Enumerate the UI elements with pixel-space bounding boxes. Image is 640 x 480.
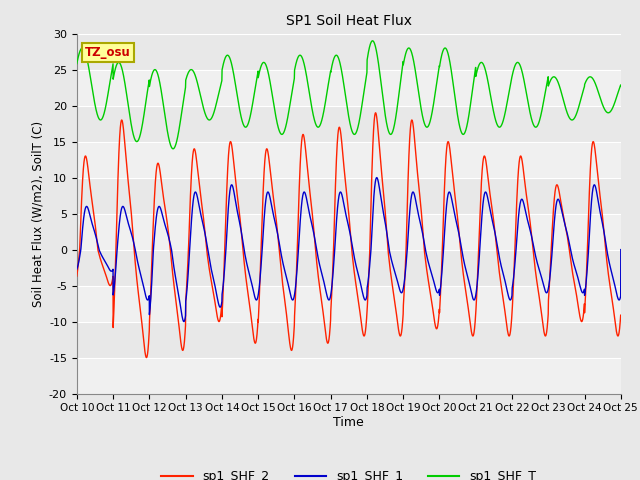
Line: sp1_SHF_1: sp1_SHF_1 xyxy=(77,178,621,322)
sp1_SHF_T xyxy=(369,38,376,44)
sp1_SHF_2 xyxy=(172,296,180,301)
sp1_SHF_1 xyxy=(617,247,625,252)
Text: TZ_osu: TZ_osu xyxy=(85,46,131,59)
sp1_SHF_T xyxy=(172,142,180,147)
sp1_SHF_T xyxy=(479,61,487,67)
sp1_SHF_T xyxy=(281,127,289,133)
sp1_SHF_T xyxy=(520,79,528,84)
Line: sp1_SHF_T: sp1_SHF_T xyxy=(77,41,621,149)
sp1_SHF_2 xyxy=(143,355,150,360)
sp1_SHF_1 xyxy=(479,202,487,207)
sp1_SHF_1 xyxy=(373,175,381,180)
sp1_SHF_2 xyxy=(281,298,289,303)
sp1_SHF_T xyxy=(169,146,177,152)
sp1_SHF_1 xyxy=(520,203,528,208)
sp1_SHF_2 xyxy=(479,159,487,165)
sp1_SHF_1 xyxy=(180,319,188,324)
sp1_SHF_2 xyxy=(617,315,625,321)
sp1_SHF_1 xyxy=(73,266,81,272)
sp1_SHF_2 xyxy=(372,110,380,116)
Line: sp1_SHF_2: sp1_SHF_2 xyxy=(77,113,621,358)
sp1_SHF_2 xyxy=(73,273,81,279)
X-axis label: Time: Time xyxy=(333,416,364,429)
Y-axis label: Soil Heat Flux (W/m2), SoilT (C): Soil Heat Flux (W/m2), SoilT (C) xyxy=(32,120,45,307)
Bar xyxy=(77,214,621,250)
sp1_SHF_1 xyxy=(281,268,289,274)
sp1_SHF_T xyxy=(73,61,81,67)
Title: SP1 Soil Heat Flux: SP1 Soil Heat Flux xyxy=(286,14,412,28)
sp1_SHF_2 xyxy=(399,304,407,310)
sp1_SHF_T xyxy=(427,116,435,121)
sp1_SHF_1 xyxy=(172,275,179,281)
Bar xyxy=(77,286,621,322)
Bar xyxy=(77,70,621,106)
sp1_SHF_1 xyxy=(427,268,435,274)
Legend: sp1_SHF_2, sp1_SHF_1, sp1_SHF_T: sp1_SHF_2, sp1_SHF_1, sp1_SHF_T xyxy=(156,465,541,480)
Bar xyxy=(77,358,621,394)
Bar xyxy=(77,142,621,178)
sp1_SHF_2 xyxy=(520,175,528,180)
sp1_SHF_1 xyxy=(399,286,407,291)
sp1_SHF_T xyxy=(617,83,625,88)
sp1_SHF_T xyxy=(399,62,407,68)
sp1_SHF_2 xyxy=(427,293,435,299)
